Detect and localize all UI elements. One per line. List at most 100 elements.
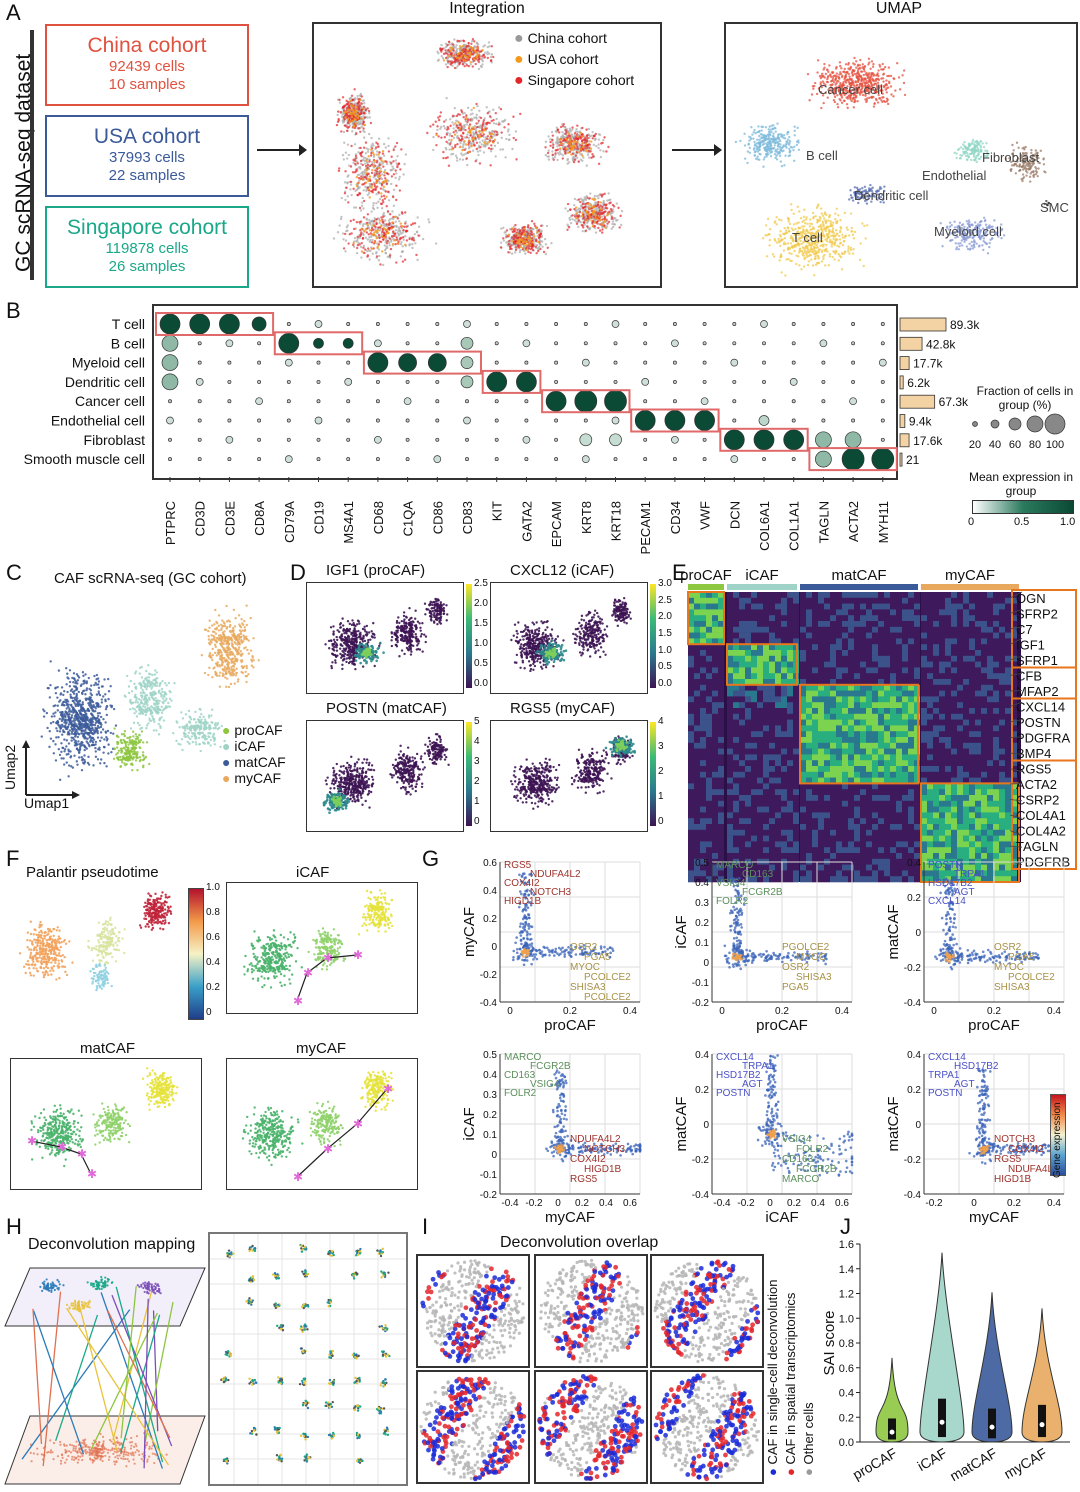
heatmap-cell	[866, 609, 872, 616]
expression-dot	[643, 399, 648, 404]
bottom-gene-label: OSR2	[782, 962, 810, 973]
x-tick: 0.4	[835, 1006, 849, 1017]
expression-dot	[286, 418, 291, 423]
violin-box	[888, 1418, 896, 1440]
heatmap-cell	[987, 870, 993, 877]
heatmap-cell	[914, 655, 920, 662]
heatmap-cell	[957, 655, 963, 662]
heatmap-cell	[775, 702, 781, 709]
heatmap-cell	[727, 626, 733, 633]
heatmap-cell	[993, 684, 999, 691]
heatmap-cell	[927, 626, 933, 633]
heatmap-cell	[1005, 829, 1011, 836]
heatmap-cell	[712, 644, 718, 651]
heatmap-cell	[963, 719, 969, 726]
heatmap-cell	[812, 835, 818, 842]
heatmap-cell	[818, 870, 824, 877]
heatmap-cell	[866, 818, 872, 825]
heatmap-cell	[902, 615, 908, 622]
y-axis-label: matCAF	[885, 1096, 902, 1151]
heatmap-cell	[781, 847, 787, 854]
heatmap-cell	[999, 667, 1005, 674]
size-legend-tick: 20	[969, 439, 981, 451]
heatmap-cell	[975, 696, 981, 703]
cell-count-bar	[899, 433, 910, 448]
heatmap-cell	[999, 650, 1005, 657]
heatmap-cell	[787, 812, 793, 819]
heatmap-cell	[712, 638, 718, 645]
heatmap-cell	[763, 690, 769, 697]
heatmap-cell	[700, 626, 706, 633]
heatmap-cell	[1005, 615, 1011, 622]
heatmap-cell	[884, 835, 890, 842]
heatmap-cell	[706, 644, 712, 651]
heatmap-cell	[718, 812, 724, 819]
heatmap-cell	[812, 853, 818, 860]
expression-dot	[161, 354, 179, 371]
heatmap-cell	[769, 644, 775, 651]
heatmap-cell	[793, 864, 799, 871]
heatmap-cell	[969, 731, 975, 738]
heatmap-cell	[890, 684, 896, 691]
heatmap-cell	[1011, 824, 1017, 831]
group-label: iCAF	[745, 567, 778, 584]
expression-dot	[257, 437, 262, 442]
heatmap-cell	[775, 719, 781, 726]
heatmap-cell	[842, 597, 848, 604]
expression-dot	[702, 322, 707, 326]
heatmap-cell	[939, 731, 945, 738]
expression-dot	[197, 418, 202, 423]
gene-label: PDGFRA	[1016, 731, 1071, 746]
heatmap-cell	[939, 713, 945, 720]
heatmap-cell	[775, 777, 781, 784]
heatmap-cell	[951, 661, 957, 668]
heatmap-cell	[927, 800, 933, 807]
heatmap-cell	[793, 609, 799, 616]
heatmap-cell	[842, 818, 848, 825]
heatmap-cell	[830, 777, 836, 784]
heatmap-cell	[939, 760, 945, 767]
heatmap-cell	[945, 737, 951, 744]
heatmap-cell	[981, 876, 987, 883]
heatmap-cell	[757, 684, 763, 691]
cohort-cells: 92439 cells	[47, 58, 247, 76]
cohort-name: China cohort	[47, 34, 247, 58]
heatmap-cell	[745, 696, 751, 703]
heatmap-cell	[739, 708, 745, 715]
heatmap-cell	[914, 597, 920, 604]
heatmap-cell	[745, 708, 751, 715]
heatmap-cell	[688, 679, 694, 686]
x-axis-label: proCAF	[544, 1017, 596, 1034]
heatmap-cell	[830, 731, 836, 738]
heatmap-cell	[824, 760, 830, 767]
heatmap-cell	[933, 719, 939, 726]
heatmap-cell	[927, 650, 933, 657]
heatmap-cell	[745, 731, 751, 738]
heatmap-cell	[878, 650, 884, 657]
heatmap-cell	[1011, 789, 1017, 796]
heatmap-cell	[896, 789, 902, 796]
heatmap-cell	[848, 719, 854, 726]
heatmap-cell	[800, 835, 806, 842]
heatmap-cell	[884, 690, 890, 697]
gene-label: DCN	[727, 501, 742, 529]
heatmap-cell	[800, 603, 806, 610]
heatmap-cell	[999, 847, 1005, 854]
heatmap-cell	[733, 609, 739, 616]
gene-label: CSRP2	[1016, 793, 1059, 808]
heatmap-cell	[860, 818, 866, 825]
heatmap-cell	[945, 609, 951, 616]
heatmap-cell	[739, 864, 745, 871]
heatmap-cell	[969, 679, 975, 686]
heatmap-cell	[830, 742, 836, 749]
heatmap-cell	[700, 748, 706, 755]
heatmap-cell	[945, 626, 951, 633]
heatmap-cell	[800, 609, 806, 616]
heatmap-cell	[806, 684, 812, 691]
heatmap-cell	[781, 702, 787, 709]
heatmap-cell	[836, 853, 842, 860]
heatmap-cell	[812, 597, 818, 604]
heatmap-cell	[908, 829, 914, 836]
heatmap-cell	[739, 690, 745, 697]
heatmap-cell	[993, 597, 999, 604]
